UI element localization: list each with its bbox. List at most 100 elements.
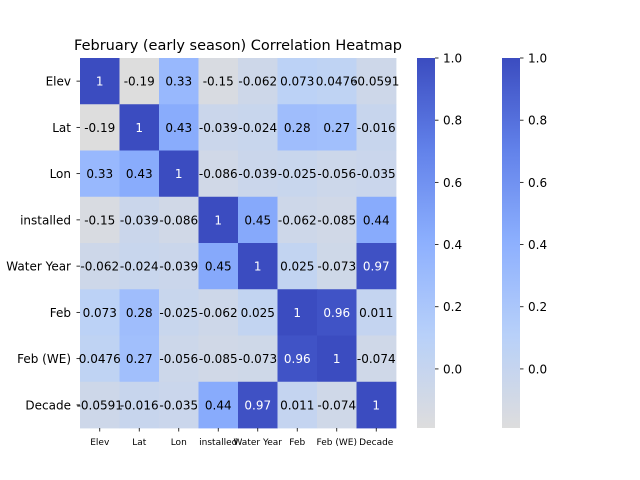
- cell-value-label: 0.43: [165, 121, 192, 135]
- heatmap-cell: [356, 150, 397, 198]
- heatmap-cell: [159, 243, 199, 290]
- cell-value-label: -0.056: [159, 352, 198, 366]
- heatmap-cell: [119, 381, 160, 429]
- heatmap-cell: [317, 196, 357, 244]
- cell-value-label: -0.025: [278, 167, 317, 181]
- heatmap-cell: [80, 381, 120, 429]
- heatmap-cell: [317, 335, 357, 383]
- cell-value-label: -0.024: [238, 121, 277, 135]
- cell-value-label: -0.19: [124, 75, 155, 89]
- heatmap-cell: [277, 381, 318, 429]
- cell-value-label: 0.073: [280, 75, 314, 89]
- x-tick-label: installed: [199, 438, 237, 448]
- heatmap-cell: [119, 335, 160, 383]
- cell-value-label: -0.035: [357, 167, 396, 181]
- heatmap-cell: [356, 289, 397, 336]
- heatmap-cell: [317, 150, 357, 198]
- heatmap-cell: [356, 381, 397, 429]
- heatmap-cell: [159, 58, 199, 105]
- heatmap-cell: [159, 335, 199, 383]
- heatmap-cell: [80, 335, 120, 383]
- heatmap-cell: [80, 58, 120, 105]
- heatmap-cell: [238, 196, 278, 244]
- heatmap-cell: [356, 58, 397, 105]
- heatmap-cell: [80, 104, 120, 151]
- heatmap-cell: [238, 58, 278, 105]
- heatmap-cell: [80, 196, 120, 244]
- heatmap-cell: [198, 150, 239, 198]
- cell-value-label: 0.96: [323, 306, 350, 320]
- cell-value-label: 0.27: [323, 121, 350, 135]
- cell-value-label: -0.035: [159, 398, 198, 412]
- heatmap-cell: [80, 243, 120, 290]
- y-axis-ticks: Elev Lat Lon installed Water Year Feb Feb (WE)…: [6, 75, 80, 412]
- x-tick-label: Feb: [289, 438, 305, 448]
- heatmap-cell: [277, 289, 318, 336]
- heatmap-cell: [198, 381, 239, 429]
- cell-value-label: 0.073: [83, 306, 117, 320]
- cell-value-label: -0.073: [238, 352, 277, 366]
- colorbar-tick-label: 0.2: [528, 300, 547, 314]
- cell-value-label: -0.039: [120, 213, 159, 227]
- colorbar-tick-label: 0.4: [443, 238, 462, 252]
- y-tick-label: Lat: [52, 121, 71, 135]
- cell-value-label: 0.025: [280, 260, 314, 274]
- cell-value-label: -0.062: [238, 75, 277, 89]
- heatmap-cell: [80, 289, 120, 336]
- heatmap-cell: [277, 335, 318, 383]
- heatmap-cell: [238, 289, 278, 336]
- heatmap-cell: [159, 104, 199, 151]
- cell-value-label: 0.45: [205, 260, 232, 274]
- colorbar-tick-label: 0.2: [443, 300, 462, 314]
- heatmap-cell: [198, 289, 239, 336]
- heatmap-cell: [159, 196, 199, 244]
- cell-value-label: 1: [254, 260, 262, 274]
- heatmap-cell: [277, 243, 318, 290]
- heatmap-cell: [356, 335, 397, 383]
- cell-value-label: 1: [96, 75, 104, 89]
- heatmap-cell: [238, 335, 278, 383]
- colorbar-tick-label: 0.8: [528, 114, 547, 128]
- cell-value-label: -0.086: [199, 167, 238, 181]
- heatmap-cell: [277, 196, 318, 244]
- cell-value-label: -0.039: [159, 260, 198, 274]
- chart-title: February (early season) Correlation Heat…: [74, 38, 402, 54]
- heatmap-cell: [317, 243, 357, 290]
- cell-value-label: 0.011: [359, 306, 393, 320]
- cell-value-label: -0.0591: [353, 75, 399, 89]
- x-tick-label: Decade: [359, 438, 394, 448]
- cell-value-label: -0.039: [199, 121, 238, 135]
- cell-value-label: -0.073: [317, 260, 356, 274]
- cell-value-label: 0.33: [86, 167, 113, 181]
- x-tick-label: Elev: [90, 438, 110, 448]
- cell-value-label: -0.074: [317, 398, 356, 412]
- cell-value-label: -0.016: [357, 121, 396, 135]
- cell-value-label: 0.0476: [316, 75, 358, 89]
- heatmap-cell: [119, 104, 160, 151]
- colorbar: [502, 58, 520, 428]
- cell-value-label: 1: [372, 398, 380, 412]
- heatmap-cell: [277, 58, 318, 105]
- heatmap-cell: [159, 150, 199, 198]
- heatmap-cell: [198, 335, 239, 383]
- cell-value-label: -0.024: [120, 260, 159, 274]
- cell-value-label: 0.43: [126, 167, 153, 181]
- cell-value-label: -0.15: [203, 75, 234, 89]
- colorbar-tick-label: 0.0: [528, 362, 547, 376]
- colorbar-tick-label: 0.8: [443, 114, 462, 128]
- heatmap-cells: [80, 58, 397, 429]
- colorbar-tick-label: 1.0: [528, 52, 547, 66]
- y-tick-label: Elev: [46, 75, 71, 89]
- heatmap-cell: [356, 196, 397, 244]
- heatmap-cell: [159, 381, 199, 429]
- cell-value-label: 0.96: [284, 352, 311, 366]
- cell-value-label: -0.062: [278, 213, 317, 227]
- heatmap-cell: [80, 150, 120, 198]
- cell-value-label: -0.0591: [77, 398, 123, 412]
- y-tick-label: Feb: [50, 306, 71, 320]
- cell-value-label: -0.15: [84, 213, 115, 227]
- cell-value-label: 0.0476: [79, 352, 121, 366]
- cell-value-label: 0.28: [284, 121, 311, 135]
